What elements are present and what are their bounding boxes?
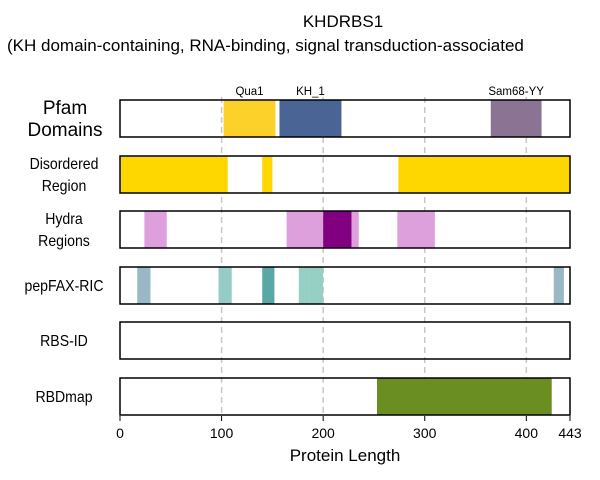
track-hydra-regions: Hydra Regions [38, 210, 571, 250]
segment-hydra-regions-4 [351, 211, 359, 248]
track-frame [119, 99, 571, 138]
track-rbs-id: RBS-ID [40, 321, 571, 360]
segment-hydra-regions-1 [144, 211, 167, 248]
track-label: Hydra [45, 210, 83, 228]
x-tick-label: 443 [558, 425, 582, 441]
track-label: Pfam [43, 98, 87, 119]
segment-disordered-region-1 [120, 156, 228, 193]
segment-pfam-domains-3 [490, 100, 542, 137]
track-label: Domains [28, 120, 103, 141]
track-label: Region [42, 177, 87, 195]
chart-title: KHDRBS1 [303, 12, 383, 31]
segment-pfam-domains-2 [279, 100, 342, 137]
segment-pepfax-ric-5 [309, 267, 324, 304]
track-disordered-region: Disordered Region [30, 155, 571, 195]
track-label: RBDmap [35, 388, 92, 406]
track-label: Regions [38, 232, 90, 250]
track-label: RBS-ID [40, 332, 88, 350]
grid-lines [220, 97, 528, 416]
segment-pepfax-ric-4 [298, 267, 310, 304]
segment-hydra-regions-5 [397, 211, 435, 248]
segment-pfam-domains-1 [223, 100, 276, 137]
x-tick-label: 100 [210, 425, 234, 441]
segment-hydra-regions-2 [286, 211, 324, 248]
segment-disordered-region-2 [262, 156, 273, 193]
track-frame [119, 155, 571, 194]
track-label: Disordered [30, 155, 99, 173]
segment-hydra-regions-3 [323, 211, 352, 248]
segment-rbdmap-1 [376, 378, 552, 415]
track-frame [119, 266, 571, 305]
x-tick-label: 200 [311, 425, 335, 441]
x-tick-label: 400 [515, 425, 539, 441]
x-axis-title: Protein Length [290, 446, 401, 465]
chart-subtitle: (KH domain-containing, RNA-binding, sign… [7, 36, 524, 55]
x-tick-label: 300 [413, 425, 437, 441]
x-axis: 0 100 200 300 400 443 [116, 416, 582, 441]
segment-disordered-region-3 [398, 156, 570, 193]
segment-pepfax-ric-3 [262, 267, 275, 304]
segment-pepfax-ric-6 [553, 267, 564, 304]
track-label: pepFAX-RIC [24, 277, 103, 295]
segment-pepfax-ric-1 [137, 267, 151, 304]
track-frame [119, 377, 571, 416]
x-tick-label: 0 [116, 425, 124, 441]
domain-label: Sam68-YY [488, 86, 544, 98]
track-frame [119, 210, 571, 249]
domain-label: KH_1 [296, 86, 325, 98]
segment-pepfax-ric-2 [218, 267, 232, 304]
track-rbdmap: RBDmap [35, 377, 571, 416]
track-frame [119, 321, 571, 360]
track-pepfax-ric: pepFAX-RIC [24, 266, 571, 305]
domain-label: Qua1 [235, 86, 263, 98]
